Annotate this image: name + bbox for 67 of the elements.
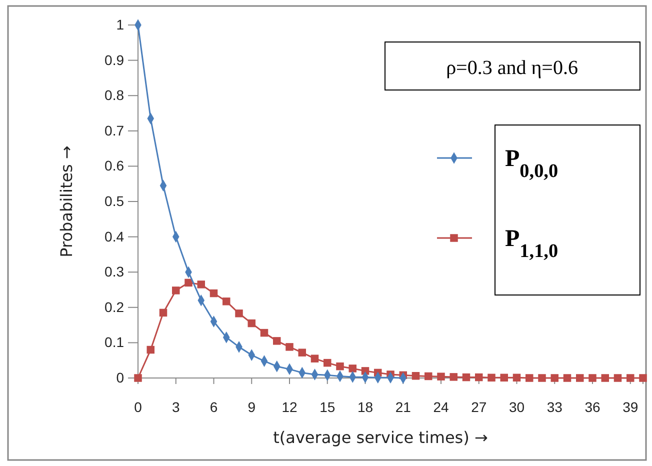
point xyxy=(588,374,596,382)
x-tick-label: 27 xyxy=(471,398,487,415)
point xyxy=(310,354,319,362)
x-tick-label: 12 xyxy=(282,398,298,415)
point xyxy=(601,374,609,382)
point xyxy=(488,374,496,382)
x-tick-label: 18 xyxy=(357,398,374,415)
y-tick-label: 1 xyxy=(116,16,124,32)
point xyxy=(526,374,534,382)
point xyxy=(437,372,445,380)
x-tick-label: 15 xyxy=(320,398,336,415)
legend-label: P$_{0,0,0}$ xyxy=(505,146,558,182)
point xyxy=(210,289,218,298)
x-tick-label: 0 xyxy=(134,398,142,415)
point xyxy=(412,372,420,380)
x-tick-label: 9 xyxy=(248,398,256,415)
point xyxy=(450,373,458,381)
point xyxy=(197,280,205,288)
point xyxy=(639,374,647,382)
y-tick-label: 0 xyxy=(116,369,124,386)
x-tick-label: 33 xyxy=(546,398,563,415)
point xyxy=(146,346,154,354)
point xyxy=(336,362,344,370)
point xyxy=(614,374,622,382)
point xyxy=(512,374,521,382)
point xyxy=(626,374,634,382)
point xyxy=(324,358,332,367)
point xyxy=(222,298,230,306)
y-axis-title: Probabilites → xyxy=(57,146,76,258)
x-axis-title: t(average service times) → xyxy=(273,428,488,447)
x-tick-label: 30 xyxy=(508,398,525,415)
y-tick-label: 0.8 xyxy=(104,87,124,104)
point xyxy=(134,374,142,382)
y-tick-label: 0.2 xyxy=(104,298,124,315)
point xyxy=(550,374,558,382)
point xyxy=(563,374,572,382)
point xyxy=(184,278,192,287)
x-tick-label: 6 xyxy=(210,398,218,415)
point xyxy=(475,373,483,382)
point xyxy=(424,372,432,380)
point xyxy=(538,374,546,382)
y-tick-label: 0.4 xyxy=(104,228,124,244)
point xyxy=(159,308,168,317)
legend-label: P$_{1,1,0}$ xyxy=(505,226,558,262)
point xyxy=(248,319,256,328)
point xyxy=(576,374,584,382)
point xyxy=(235,310,243,318)
point xyxy=(172,286,180,294)
y-tick-label: 0.6 xyxy=(104,158,124,174)
annotation: ρ=0.3 and η=0.6 xyxy=(446,57,578,79)
x-tick-label: 21 xyxy=(395,398,412,415)
point xyxy=(500,374,508,382)
point xyxy=(273,337,281,345)
y-tick-label: 0.1 xyxy=(104,334,124,350)
x-tick-label: 36 xyxy=(584,398,600,415)
point xyxy=(260,328,268,337)
point xyxy=(348,364,356,372)
y-tick-label: 0.9 xyxy=(104,52,124,68)
y-tick-label: 0.3 xyxy=(104,264,124,280)
x-tick-label: 24 xyxy=(433,398,449,415)
y-tick-label: 0.7 xyxy=(104,122,124,138)
point xyxy=(286,343,294,351)
point xyxy=(462,373,470,382)
x-tick-label: 3 xyxy=(172,398,180,415)
point xyxy=(298,348,306,356)
y-tick-label: 0.5 xyxy=(104,192,124,209)
x-tick-label: 39 xyxy=(622,398,638,415)
